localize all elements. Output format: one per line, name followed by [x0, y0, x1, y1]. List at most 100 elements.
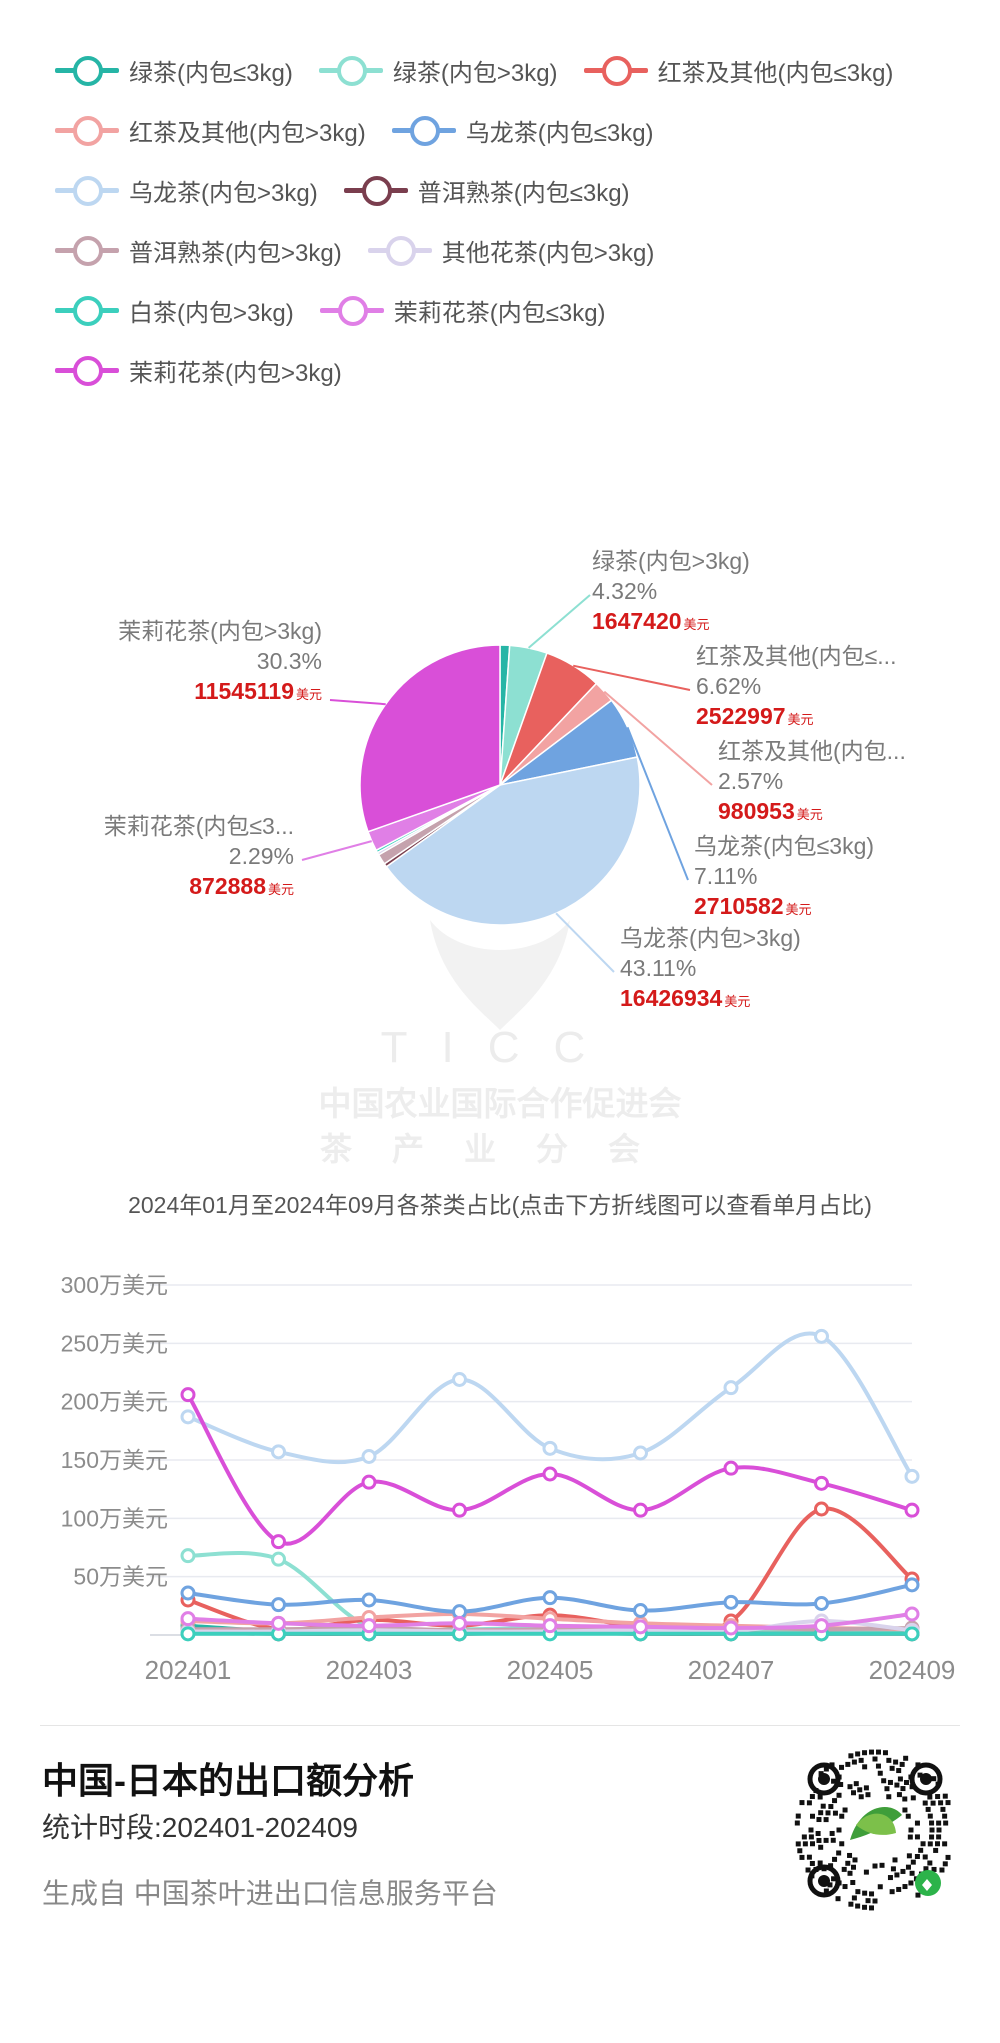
legend-label: 乌龙茶(内包≤3kg) [465, 119, 654, 147]
x-tick-label: 202403 [326, 1655, 413, 1685]
divider [40, 1725, 960, 1726]
data-point[interactable] [723, 1620, 739, 1636]
data-point[interactable] [723, 1594, 739, 1610]
data-point[interactable] [361, 1474, 377, 1490]
legend-marker-icon [318, 55, 383, 86]
data-point[interactable] [633, 1619, 648, 1635]
data-point[interactable] [542, 1590, 558, 1606]
legend-label: 绿茶(内包≤3kg) [129, 59, 293, 87]
data-point[interactable] [814, 1328, 829, 1344]
legend-label: 茉莉花茶(内包≤3kg) [393, 299, 606, 327]
legend-marker-icon [55, 115, 119, 146]
data-point[interactable] [271, 1534, 286, 1550]
data-point[interactable] [180, 1585, 196, 1601]
data-point[interactable] [180, 1387, 196, 1403]
pie-slice[interactable] [385, 756, 641, 926]
data-point[interactable] [904, 1606, 920, 1622]
statistics-period: 统计时段:202401-202409 [42, 1812, 358, 1843]
pie-label-line [527, 594, 591, 649]
data-point[interactable] [452, 1372, 467, 1387]
pie-percent-label: 30.3% [257, 648, 322, 674]
pie-label-line [572, 664, 691, 691]
data-point[interactable] [633, 1445, 648, 1461]
line-series[interactable] [180, 1328, 920, 1484]
legend-marker-icon [367, 235, 432, 266]
data-point[interactable] [361, 1592, 377, 1608]
data-point[interactable] [271, 1551, 286, 1567]
legend-item[interactable]: 白茶(内包>3kg) [55, 280, 294, 340]
pie-value-label: 980953 美元 [718, 798, 823, 824]
data-point[interactable] [904, 1468, 920, 1484]
data-point[interactable] [361, 1618, 377, 1634]
data-point[interactable] [542, 1618, 558, 1634]
data-point[interactable] [633, 1603, 648, 1618]
data-point[interactable] [723, 1380, 739, 1396]
legend-marker-icon [319, 295, 384, 326]
pie-label-line [301, 840, 372, 861]
data-point[interactable] [452, 1502, 467, 1518]
x-tick-label: 202407 [688, 1655, 775, 1685]
legend-item[interactable]: 红茶及其他(内包>3kg) [55, 100, 366, 160]
data-point[interactable] [814, 1596, 829, 1611]
pie-percent-label: 7.11% [694, 863, 758, 889]
x-tick-label: 202401 [145, 1655, 232, 1685]
legend-item[interactable]: 茉莉花茶(内包>3kg) [55, 340, 342, 400]
legend-item[interactable]: 普洱熟茶(内包≤3kg) [343, 160, 630, 220]
pie-value-label: 16426934 美元 [620, 985, 750, 1011]
data-point[interactable] [814, 1501, 829, 1517]
legend-marker-icon [55, 295, 119, 326]
line-series[interactable] [180, 1387, 920, 1550]
line-chart[interactable]: 50万美元 100万美元 150万美元 200万美元 250万美元 300万美元 20240… [0, 1260, 1000, 1700]
legend-marker-icon [55, 235, 119, 266]
mini-program-qr-code[interactable] [790, 1745, 960, 1915]
legend-marker-icon [55, 355, 119, 386]
data-point[interactable] [180, 1409, 196, 1425]
legend-marker-icon [391, 115, 456, 146]
data-point[interactable] [271, 1597, 286, 1613]
chart-legend: 绿茶(内包≤3kg) 绿茶(内包>3kg) 红茶及其他(内包≤3kg) 红茶及其他(内… [55, 40, 975, 400]
data-point[interactable] [904, 1577, 920, 1593]
legend-item[interactable]: 绿茶(内包>3kg) [318, 40, 558, 100]
legend-item[interactable]: 乌龙茶(内包>3kg) [55, 160, 318, 220]
legend-item[interactable]: 红茶及其他(内包≤3kg) [583, 40, 893, 100]
legend-label: 普洱熟茶(内包>3kg) [129, 239, 342, 267]
legend-item[interactable]: 其他花茶(内包>3kg) [367, 220, 654, 280]
data-point[interactable] [180, 1611, 196, 1627]
data-point[interactable] [904, 1626, 920, 1642]
data-point[interactable] [723, 1460, 739, 1476]
data-point[interactable] [271, 1615, 286, 1631]
legend-item[interactable]: 普洱熟茶(内包>3kg) [55, 220, 342, 280]
data-point[interactable] [904, 1502, 920, 1518]
y-tick-label: 300万美元 [61, 1272, 168, 1298]
watermark-line2: 茶产业分会 [320, 1130, 680, 1168]
data-point[interactable] [814, 1618, 829, 1634]
legend-item[interactable]: 乌龙茶(内包≤3kg) [391, 100, 654, 160]
data-point[interactable] [180, 1626, 196, 1642]
data-point[interactable] [542, 1440, 558, 1456]
pie-slices[interactable] [359, 644, 641, 926]
y-tick-label: 100万美元 [61, 1505, 168, 1531]
line-series[interactable] [180, 1606, 920, 1636]
data-point[interactable] [271, 1444, 286, 1460]
data-point[interactable] [542, 1466, 558, 1482]
data-point[interactable] [633, 1502, 648, 1518]
grid [150, 1284, 912, 1578]
data-point[interactable] [361, 1449, 377, 1464]
data-point[interactable] [814, 1475, 829, 1491]
pie-label-line [329, 699, 386, 706]
legend-item[interactable]: 绿茶(内包≤3kg) [55, 40, 293, 100]
pie-percent-label: 4.32% [592, 578, 657, 604]
pie-name-label: 绿茶(内包>3kg) [592, 548, 750, 574]
y-tick-label: 250万美元 [61, 1330, 168, 1356]
pie-label-line [555, 912, 615, 973]
legend-label: 白茶(内包>3kg) [129, 299, 294, 327]
line-series[interactable] [180, 1577, 920, 1620]
legend-item[interactable]: 茉莉花茶(内包≤3kg) [319, 280, 606, 340]
data-point[interactable] [180, 1548, 196, 1564]
report-title: 中国-日本的出口额分析 [42, 1760, 414, 1801]
pie-percent-label: 6.62% [696, 673, 761, 699]
data-point[interactable] [452, 1615, 467, 1631]
legend-marker-icon [583, 55, 648, 86]
pie-value-label: 2522997 美元 [696, 703, 814, 729]
